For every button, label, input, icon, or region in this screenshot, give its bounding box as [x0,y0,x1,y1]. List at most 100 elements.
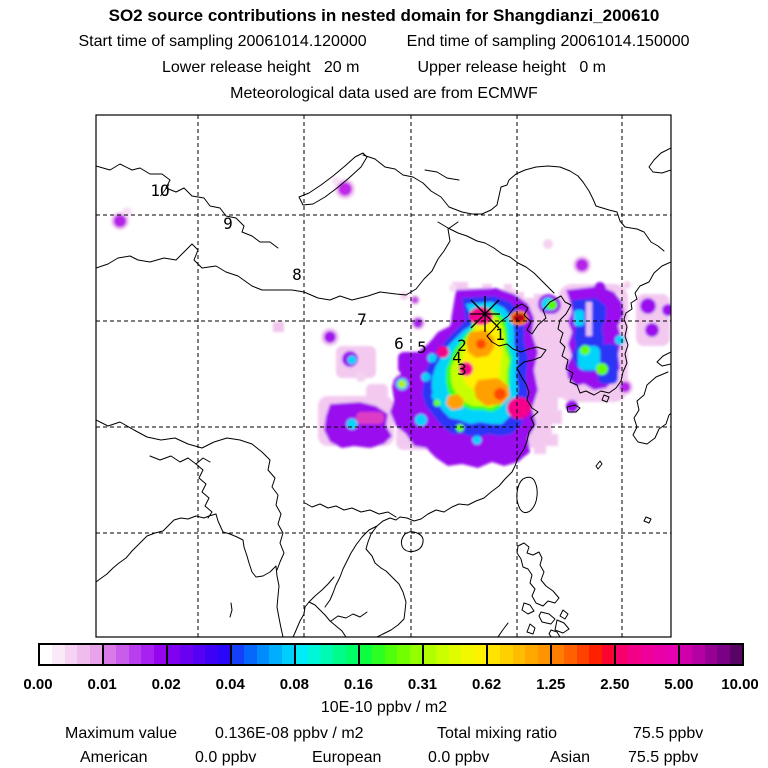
trajectory-day-label: 4 [452,348,462,367]
colorbar-cell [217,645,231,664]
colorbar-cell [665,645,679,664]
colorbar-cell [601,645,615,664]
contribution-region: American [80,749,148,766]
colorbar-cell [244,645,257,664]
colorbar-cell [64,645,78,664]
receptor-marker-icon [470,296,500,332]
total-mixing-ratio-label: Total mixing ratio [437,725,558,742]
colorbar-cell [448,645,462,664]
colorbar-cell [473,645,487,664]
colorbar-cell [488,645,501,664]
colorbar-tick-label: 0.62 [472,676,502,693]
colorbar-cell [372,645,385,664]
colorbar-segment [680,645,743,664]
colorbar-tick-label: 0.02 [151,676,181,693]
trajectory-day-label: 9 [223,214,233,233]
coastlines [96,147,671,637]
trajectory-day-label: 2 [457,336,467,355]
colorbar-tick-label: 5.00 [664,676,694,693]
colorbar-tick-label: 2.50 [600,676,630,693]
trajectory-day-labels: 1Ø 9 8 7 6 5 42 3 1 [150,181,504,379]
trajectory-day-label: 5 [417,338,427,357]
colorbar-cell [333,645,346,664]
trajectory-day-label: 6 [394,334,404,353]
colorbar-cell [269,645,282,664]
colorbar-cell [409,645,423,664]
colorbar-cell [89,645,103,664]
colorbar-cell [141,645,154,664]
trajectory-day-label: 1 [495,325,505,344]
colorbar-cell [320,645,334,664]
colorbar-segment [616,645,680,664]
colorbar-cell [589,645,602,664]
colorbar-tick-label: 1.25 [536,676,566,693]
map-frame [95,114,672,638]
colorbar-segment [104,645,168,664]
maximum-value: 0.136E-08 ppbv / m2 [215,725,364,742]
colorbar-cell [552,645,565,664]
colorbar-cell [692,645,705,664]
colorbar-cell [308,645,321,664]
colorbar-cell [628,645,641,664]
colorbar-tick-label: 0.31 [407,676,438,693]
colorbar-cell [205,645,218,664]
contribution-value: 0.0 ppbv [195,749,257,766]
colorbar-segment [232,645,296,664]
trajectory-day-label: 3 [457,360,467,379]
upper-release-label: Upper release height 0 m [417,59,606,76]
colorbar-segment [168,645,232,664]
colorbar-tick-label: 0.04 [215,676,245,693]
colorbar-cell [436,645,449,664]
colorbar-cell [397,645,410,664]
trajectory-day-label: 8 [292,265,302,284]
colorbar-cell [256,645,270,664]
colorbar-cell [537,645,551,664]
start-time-label: Start time of sampling 20061014.120000 [78,33,367,50]
colorbar [38,643,744,666]
colorbar-cell [461,645,474,664]
colorbar-cell [512,645,526,664]
colorbar-cell [564,645,577,664]
page-title: SO2 source contributions in nested domai… [108,6,660,25]
colorbar-cell [116,645,129,664]
colorbar-cell [153,645,167,664]
colorbar-cell [653,645,666,664]
colorbar-cell [77,645,90,664]
colorbar-cell [168,645,181,664]
plume-layer [111,177,671,468]
colorbar-cell [704,645,718,664]
colorbar-tick-label: 0.00 [23,676,53,693]
lower-release-label: Lower release height 20 m [162,59,360,76]
colorbar-cell [384,645,398,664]
colorbar-cell [128,645,142,664]
colorbar-tick-label: 0.01 [87,676,117,693]
contribution-value: 75.5 ppbv [628,749,699,766]
total-mixing-ratio-value: 75.5 ppbv [633,725,704,742]
colorbar-cell [192,645,206,664]
colorbar-cell [296,645,309,664]
colorbar-cell [525,645,538,664]
contribution-value: 0.0 ppbv [428,749,490,766]
colorbar-cell [180,645,193,664]
colorbar-cell [424,645,437,664]
colorbar-cell [729,645,743,664]
contribution-region: Asian [550,749,591,766]
colorbar-cell [104,645,117,664]
colorbar-cell [616,645,629,664]
colorbar-tick-label: 0.08 [279,676,309,693]
colorbar-segment [552,645,616,664]
contribution-region: European [312,749,382,766]
release-heights-line: Lower release height 20 m Upper release … [0,59,768,77]
colorbar-segment [296,645,360,664]
met-source-label: Meteorological data used are from ECMWF [230,85,538,102]
colorbar-cell [640,645,654,664]
colorbar-cell [576,645,590,664]
colorbar-segment [40,645,104,664]
trajectory-day-label: 1Ø [150,181,170,200]
colorbar-units-label: 10E-10 ppbv / m2 [320,699,448,716]
trajectory-day-label: 7 [357,310,367,329]
colorbar-cell [232,645,245,664]
colorbar-cell [360,645,373,664]
sampling-times-line: Start time of sampling 20061014.120000 E… [0,33,768,51]
